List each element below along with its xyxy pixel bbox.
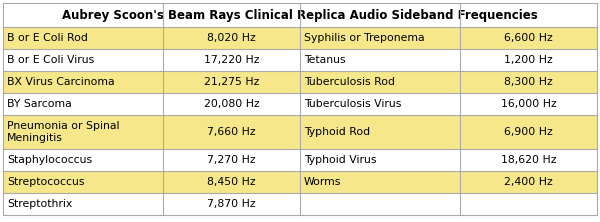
Text: Typhoid Virus: Typhoid Virus xyxy=(304,155,377,165)
Bar xyxy=(163,27,300,49)
Bar xyxy=(163,193,300,215)
Bar xyxy=(300,93,460,115)
Text: 7,660 Hz: 7,660 Hz xyxy=(208,127,256,137)
Bar xyxy=(163,115,300,149)
Text: Syphilis or Treponema: Syphilis or Treponema xyxy=(304,33,425,43)
Text: Staphylococcus: Staphylococcus xyxy=(7,155,92,165)
Bar xyxy=(3,149,163,171)
Bar xyxy=(300,193,460,215)
Text: 8,300 Hz: 8,300 Hz xyxy=(505,77,553,87)
Text: Tuberculosis Virus: Tuberculosis Virus xyxy=(304,99,401,109)
Bar xyxy=(460,49,597,71)
Bar xyxy=(163,149,300,171)
Text: 16,000 Hz: 16,000 Hz xyxy=(501,99,557,109)
Bar xyxy=(460,115,597,149)
Text: Streptothrix: Streptothrix xyxy=(7,199,72,209)
Bar xyxy=(3,71,163,93)
Text: 7,270 Hz: 7,270 Hz xyxy=(208,155,256,165)
Bar xyxy=(300,71,460,93)
Bar xyxy=(3,49,163,71)
Text: B or E Coli Rod: B or E Coli Rod xyxy=(7,33,88,43)
Text: 8,020 Hz: 8,020 Hz xyxy=(208,33,256,43)
Text: 2,400 Hz: 2,400 Hz xyxy=(505,177,553,187)
Text: 18,620 Hz: 18,620 Hz xyxy=(501,155,556,165)
Text: 8,450 Hz: 8,450 Hz xyxy=(208,177,256,187)
Bar xyxy=(460,193,597,215)
Text: Tuberculosis Rod: Tuberculosis Rod xyxy=(304,77,395,87)
Bar xyxy=(460,149,597,171)
Bar xyxy=(460,171,597,193)
Bar xyxy=(163,171,300,193)
Bar xyxy=(300,115,460,149)
Text: Pneumonia or Spinal
Meningitis: Pneumonia or Spinal Meningitis xyxy=(7,121,119,143)
Bar xyxy=(163,93,300,115)
Bar xyxy=(3,27,163,49)
Text: 6,600 Hz: 6,600 Hz xyxy=(505,33,553,43)
Text: Typhoid Rod: Typhoid Rod xyxy=(304,127,370,137)
Text: 1,200 Hz: 1,200 Hz xyxy=(505,55,553,65)
Text: BY Sarcoma: BY Sarcoma xyxy=(7,99,72,109)
Bar xyxy=(460,27,597,49)
Text: Streptococcus: Streptococcus xyxy=(7,177,85,187)
Bar xyxy=(3,171,163,193)
Text: Worms: Worms xyxy=(304,177,341,187)
Text: 17,220 Hz: 17,220 Hz xyxy=(204,55,259,65)
Bar xyxy=(300,49,460,71)
Bar xyxy=(163,71,300,93)
Text: 6,900 Hz: 6,900 Hz xyxy=(505,127,553,137)
Bar xyxy=(300,149,460,171)
Text: 7,870 Hz: 7,870 Hz xyxy=(208,199,256,209)
Text: 20,080 Hz: 20,080 Hz xyxy=(204,99,260,109)
Text: B or E Coli Virus: B or E Coli Virus xyxy=(7,55,94,65)
Bar xyxy=(3,193,163,215)
Bar xyxy=(460,93,597,115)
Bar xyxy=(163,49,300,71)
Text: Aubrey Scoon's Beam Rays Clinical Replica Audio Sideband Frequencies: Aubrey Scoon's Beam Rays Clinical Replic… xyxy=(62,8,538,22)
Bar xyxy=(3,3,597,27)
Bar xyxy=(300,27,460,49)
Bar xyxy=(3,93,163,115)
Text: BX Virus Carcinoma: BX Virus Carcinoma xyxy=(7,77,115,87)
Text: 21,275 Hz: 21,275 Hz xyxy=(204,77,259,87)
Bar xyxy=(3,115,163,149)
Text: Tetanus: Tetanus xyxy=(304,55,346,65)
Bar xyxy=(460,71,597,93)
Bar xyxy=(300,171,460,193)
